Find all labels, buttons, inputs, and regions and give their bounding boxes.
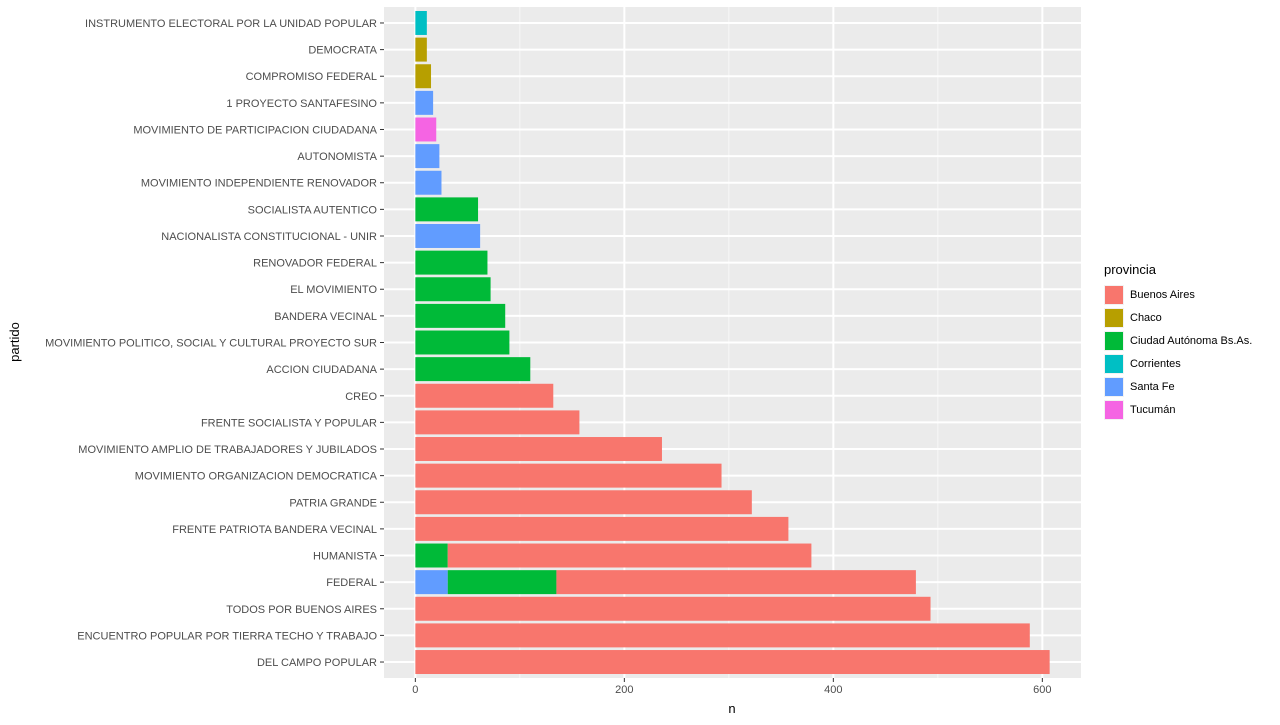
legend-item: Ciudad Autónoma Bs.As. (1104, 329, 1252, 352)
legend-item: Tucumán (1104, 398, 1252, 421)
y-tick-label: MOVIMIENTO POLITICO, SOCIAL Y CULTURAL P… (45, 338, 377, 350)
bar-segment (415, 623, 1030, 648)
legend-swatch (1104, 376, 1124, 397)
bar-segment (415, 224, 481, 248)
legend-swatch (1104, 399, 1124, 420)
legend-title: provincia (1104, 262, 1157, 277)
bar-segment (415, 437, 662, 461)
bars (415, 10, 1050, 675)
y-axis: DEL CAMPO POPULAR ENCUENTRO POPULAR POR T… (45, 18, 384, 669)
x-axis-title: n (728, 701, 735, 716)
x-tick-label: 600 (1033, 684, 1051, 696)
y-tick-label: HUMANISTA (313, 551, 378, 563)
y-tick-label: MOVIMIENTO INDEPENDIENTE RENOVADOR (141, 178, 377, 190)
legend-label: Tucumán (1130, 403, 1176, 416)
bar-segment (415, 490, 752, 515)
legend-swatch (1104, 330, 1124, 351)
y-tick-label: ACCION CIUDADANA (266, 364, 377, 376)
y-tick-label: AUTONOMISTA (297, 151, 377, 163)
bar-segment (415, 410, 580, 435)
bar-segment (415, 303, 506, 328)
y-tick-label: MOVIMIENTO ORGANIZACION DEMOCRATICA (135, 471, 378, 483)
bar-segment (415, 596, 931, 621)
y-tick-label: 1 PROYECTO SANTAFESINO (226, 98, 377, 110)
bar-segment (415, 650, 1050, 675)
x-axis: 0 200 400 600 (412, 678, 1052, 696)
legend-label: Corrientes (1130, 357, 1181, 370)
bar-segment (415, 250, 488, 275)
bar-segment (415, 357, 531, 382)
legend-label: Buenos Aires (1130, 288, 1195, 301)
y-tick-label: COMPROMISO FEDERAL (246, 71, 377, 83)
bar-segment (447, 570, 557, 595)
bar-segment (415, 64, 432, 89)
y-tick-label: EL MOVIMIENTO (290, 284, 377, 296)
legend-label: Santa Fe (1130, 380, 1175, 393)
bar-segment (556, 570, 916, 595)
y-tick-label: MOVIMIENTO AMPLIO DE TRABAJADORES Y JUBI… (78, 444, 377, 456)
legend-items: Buenos Aires Chaco Ciudad Autónoma Bs.As. C… (1104, 283, 1252, 421)
y-tick-label: DEL CAMPO POPULAR (257, 657, 377, 669)
bar-segment (415, 90, 434, 115)
bar-segment (415, 543, 448, 568)
legend-item: Chaco (1104, 306, 1252, 329)
bar-segment (415, 516, 789, 541)
legend-label: Ciudad Autónoma Bs.As. (1130, 334, 1253, 347)
y-tick-label: PATRIA GRANDE (289, 497, 377, 509)
legend-swatch (1104, 353, 1124, 374)
x-tick-label: 400 (824, 684, 842, 696)
legend-swatch (1104, 284, 1124, 305)
bar-segment (415, 197, 479, 222)
bar-segment (415, 117, 437, 142)
bar-segment (415, 277, 491, 302)
y-tick-label: RENOVADOR FEDERAL (253, 258, 377, 270)
legend-item: Corrientes (1104, 352, 1252, 375)
y-tick-label: ENCUENTRO POPULAR POR TIERRA TECHO Y TRA… (77, 630, 377, 642)
bar-segment (415, 383, 554, 408)
bar-segment (415, 10, 427, 35)
y-axis-title: partido (7, 322, 22, 362)
bar-segment (415, 330, 510, 355)
bar-segment (415, 144, 440, 169)
bar-segment (415, 170, 442, 195)
legend-label: Chaco (1130, 311, 1162, 324)
x-tick-label: 0 (412, 684, 418, 696)
y-tick-label: INSTRUMENTO ELECTORAL POR LA UNIDAD POPU… (85, 18, 377, 30)
bar-segment (415, 570, 448, 595)
legend-swatch (1104, 307, 1124, 328)
legend-item: Santa Fe (1104, 375, 1252, 398)
y-tick-label: NACIONALISTA CONSTITUCIONAL - UNIR (161, 231, 377, 243)
y-tick-label: TODOS POR BUENOS AIRES (226, 604, 377, 616)
x-tick-label: 200 (615, 684, 633, 696)
y-tick-label: FRENTE SOCIALISTA Y POPULAR (201, 417, 377, 429)
y-tick-label: SOCIALISTA AUTENTICO (248, 204, 378, 216)
y-tick-label: FEDERAL (326, 577, 377, 589)
legend-item: Buenos Aires (1104, 283, 1252, 306)
bar-segment (415, 463, 722, 488)
y-tick-label: CREO (345, 391, 377, 403)
legend: provincia Buenos Aires Chaco Ciudad Autóno… (1104, 262, 1252, 421)
y-tick-label: MOVIMIENTO DE PARTICIPACION CIUDADANA (133, 124, 377, 136)
y-tick-label: DEMOCRATA (308, 45, 377, 57)
y-tick-label: FRENTE PATRIOTA BANDERA VECINAL (172, 524, 377, 536)
y-tick-label: BANDERA VECINAL (274, 311, 377, 323)
bar-segment (447, 543, 812, 568)
bar-segment (415, 37, 427, 62)
